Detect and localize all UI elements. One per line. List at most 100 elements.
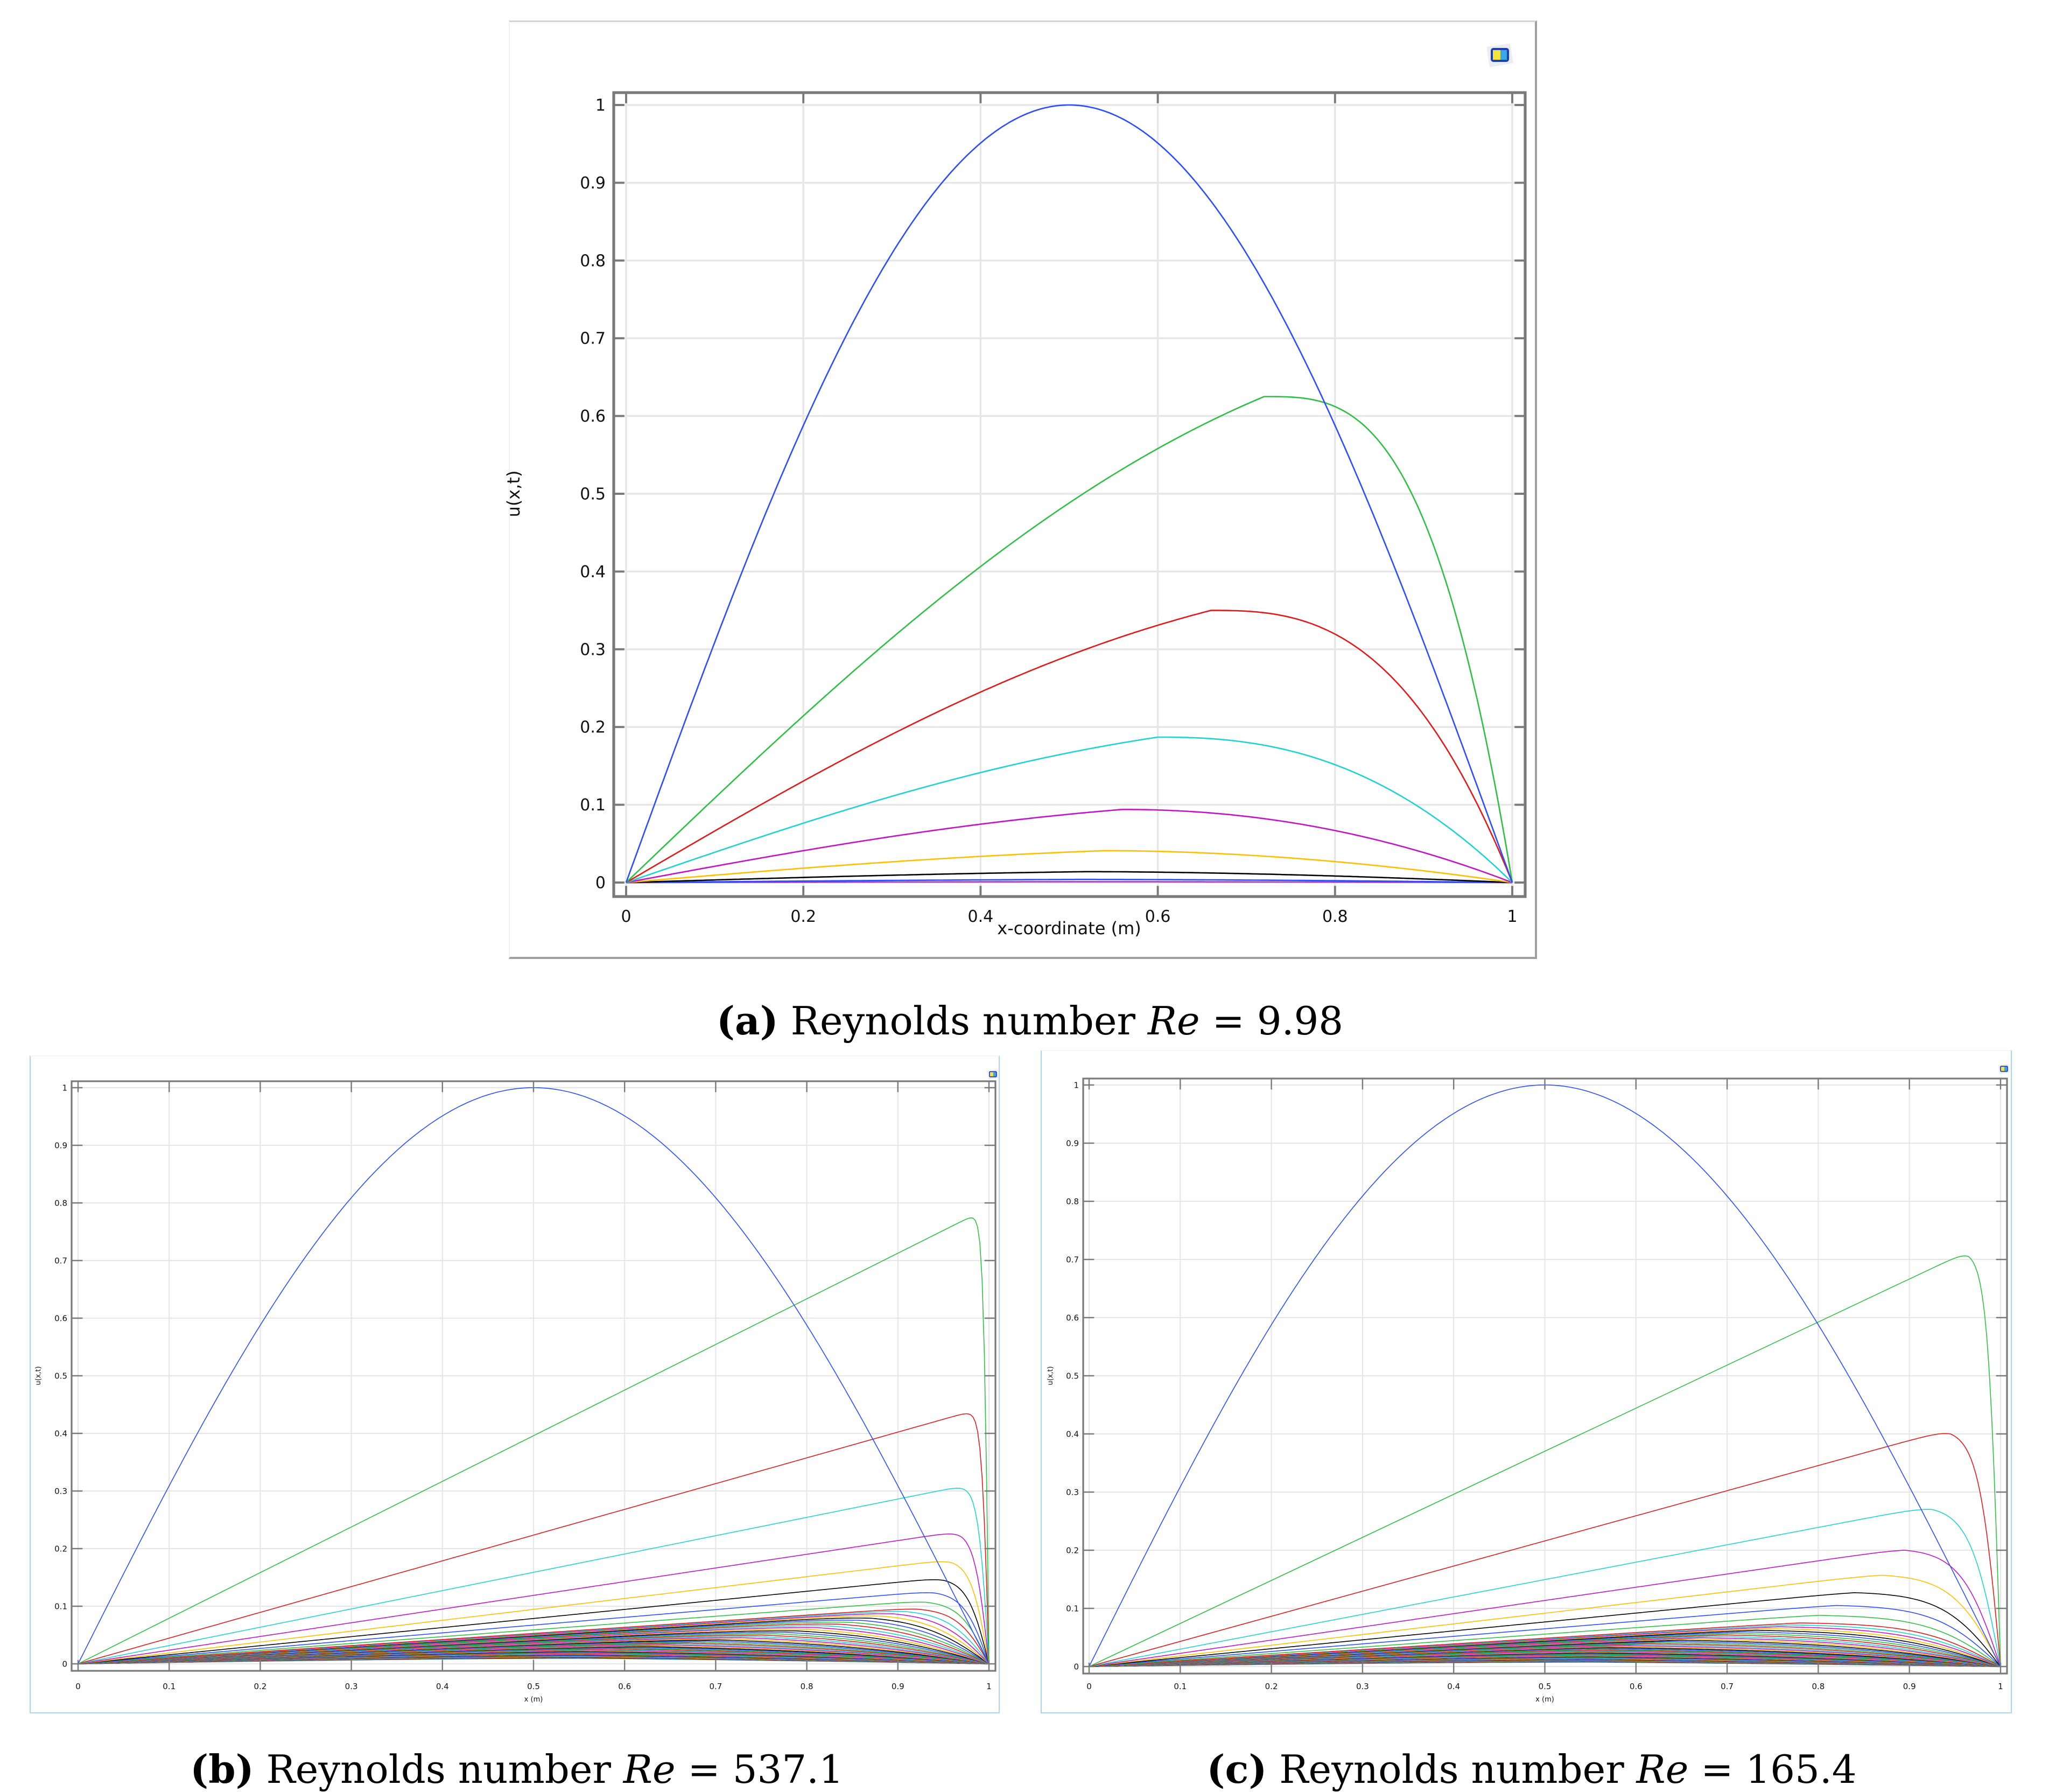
y-tick-label: 0.3 (580, 640, 606, 659)
y-axis-label: u(x,t) (1047, 1366, 1055, 1385)
y-tick-label: 0.6 (1066, 1313, 1079, 1322)
x-tick-label: 0.1 (1174, 1682, 1187, 1691)
series-line (1089, 1622, 2001, 1667)
series-line (1089, 1509, 2001, 1667)
comsol-graphics-icon (1997, 1063, 2010, 1077)
x-tick-label: 0.1 (163, 1682, 176, 1691)
chart-panel-a (509, 20, 1537, 959)
chart-panel-b (30, 1055, 1000, 1713)
x-tick-label: 0.4 (1447, 1682, 1460, 1691)
y-tick-label: 0.2 (580, 718, 606, 737)
y-tick-label: 0.7 (54, 1256, 67, 1265)
x-tick-label: 0.2 (1265, 1682, 1278, 1691)
y-tick-label: 1 (1073, 1080, 1079, 1090)
y-axis-label: u(x,t) (503, 471, 524, 517)
x-tick-label: 0.4 (436, 1682, 449, 1691)
series-line (626, 878, 1513, 884)
x-tick-label: 0.3 (345, 1682, 358, 1691)
y-tick-label: 0.7 (580, 330, 606, 348)
series-line (78, 1534, 990, 1664)
series-line (78, 1217, 990, 1664)
caption-c-label: (c) (1206, 1746, 1267, 1792)
caption-b-value: 537.1 (732, 1747, 844, 1792)
comsol-graphics-icon (986, 1068, 999, 1082)
x-tick-label: 0.3 (1356, 1682, 1369, 1691)
caption-b-prefix: Reynolds number (266, 1747, 611, 1792)
caption-c: (c) Reynolds number Re = 165.4 (1206, 1750, 1856, 1789)
x-tick-label: 1 (1507, 907, 1517, 926)
y-tick-label: 0.2 (1066, 1545, 1079, 1555)
caption-b: (b) Reynolds number Re = 537.1 (190, 1750, 844, 1789)
y-tick-label: 0.1 (54, 1601, 67, 1611)
x-tick-label: 0.4 (968, 907, 994, 926)
y-tick-label: 0 (1073, 1662, 1079, 1671)
y-tick-label: 0.4 (54, 1429, 67, 1438)
x-tick-label: 1 (986, 1682, 992, 1691)
x-tick-label: 0 (75, 1682, 81, 1691)
comsol-graphics-icon (1484, 41, 1514, 71)
x-tick-label: 0.7 (1721, 1682, 1734, 1691)
x-tick-label: 0.9 (892, 1682, 904, 1691)
plot-area: 0 0.1 0.2 0.3 0.4 0.5 0.6 0.7 0.8 0.9 1 0 0.1 0.2 0.3 0… (34, 1080, 997, 1704)
caption-c-symbol: Re (1636, 1747, 1689, 1792)
series-line (78, 1608, 990, 1664)
series-line (626, 736, 1513, 884)
series-line (626, 881, 1512, 884)
y-tick-label: 0.6 (580, 407, 606, 426)
series-line (626, 809, 1513, 884)
caption-c-value: 165.4 (1745, 1747, 1857, 1792)
caption-a-prefix: Reynolds number (790, 998, 1135, 1044)
y-tick-label: 0.2 (54, 1544, 67, 1553)
y-tick-label: 0.9 (54, 1140, 67, 1150)
y-tick-label: 0.1 (580, 796, 606, 815)
y-tick-label: 0 (595, 874, 606, 893)
x-tick-label: 0.6 (1630, 1682, 1643, 1691)
caption-b-eq: = (687, 1747, 720, 1792)
series-line (1089, 1615, 2001, 1667)
x-tick-label: 0.7 (709, 1682, 722, 1691)
caption-a: (a) Reynolds number Re = 9.98 (717, 1002, 1343, 1041)
caption-a-label: (a) (716, 998, 778, 1044)
x-tick-label: 0.5 (1539, 1682, 1552, 1691)
y-tick-label: 0.4 (580, 563, 606, 582)
x-axis-label: x (m) (1535, 1696, 1554, 1704)
y-tick-label: 0.4 (1066, 1429, 1079, 1439)
x-axis-label: x (m) (524, 1696, 543, 1704)
x-tick-label: 0.8 (1322, 907, 1348, 926)
x-tick-label: 0.9 (1903, 1682, 1916, 1691)
curves (78, 1087, 990, 1664)
series-line (625, 104, 1513, 883)
plot-area: 0 0.1 0.2 0.3 0.4 0.5 0.6 0.7 0.8 0.9 1 0 0.1 0.2 0.3 0… (1047, 1077, 2008, 1704)
x-axis-label: x-coordinate (m) (997, 918, 1141, 939)
series-line (626, 396, 1513, 883)
y-axis-label: u(x,t) (34, 1366, 43, 1385)
plot-area: 0 0.2 0.4 0.6 0.8 1 0 0.1 0.2 0.3 0.4 0.5 0.6 0.7 0.8 0… (503, 91, 1527, 939)
caption-a-value: 9.98 (1257, 998, 1344, 1044)
y-tick-label: 0.8 (54, 1198, 67, 1208)
caption-a-eq: = (1212, 998, 1245, 1044)
x-tick-label: 0.2 (790, 907, 816, 926)
series-line (78, 1413, 990, 1664)
series-line (1089, 1592, 2001, 1667)
caption-b-label: (b) (190, 1746, 254, 1792)
x-tick-label: 0.6 (618, 1682, 631, 1691)
x-tick-label: 0.8 (801, 1682, 813, 1691)
x-tick-label: 0.8 (1812, 1682, 1825, 1691)
y-tick-label: 0.9 (580, 174, 606, 193)
y-tick-label: 0 (62, 1659, 67, 1669)
caption-a-symbol: Re (1147, 998, 1200, 1044)
series-line (78, 1487, 990, 1664)
y-tick-label: 0.1 (1066, 1604, 1079, 1613)
y-tick-label: 0.6 (54, 1313, 67, 1323)
x-tick-label: 0 (1086, 1682, 1092, 1691)
series-line (626, 850, 1513, 884)
caption-c-eq: = (1701, 1747, 1734, 1792)
y-tick-label: 1 (62, 1083, 67, 1093)
series-line (1089, 1433, 2001, 1667)
caption-b-symbol: Re (623, 1747, 676, 1792)
x-tick-label: 0.2 (254, 1682, 266, 1691)
series-line (78, 1592, 990, 1664)
